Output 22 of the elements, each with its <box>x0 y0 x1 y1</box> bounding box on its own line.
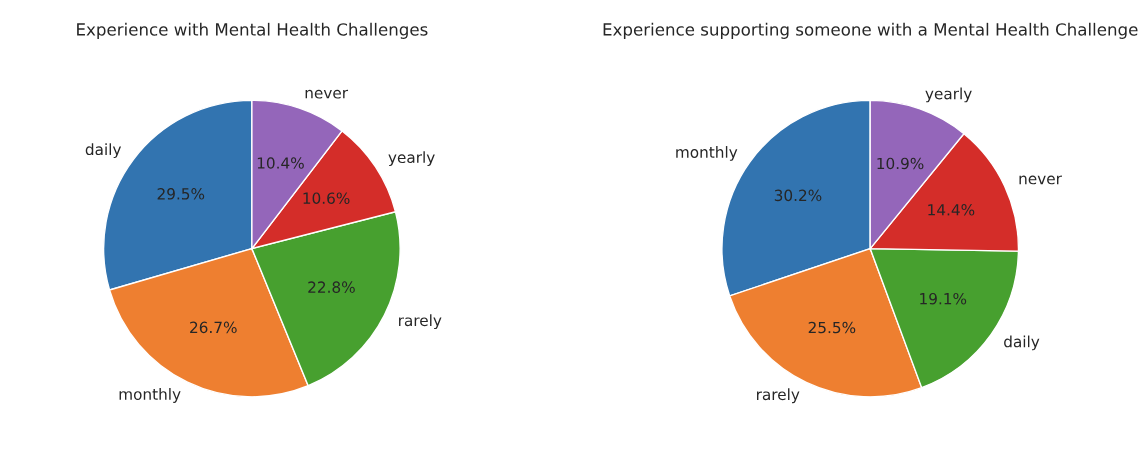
data-label: 30.2% <box>774 189 822 202</box>
slice-label: daily <box>85 143 122 159</box>
slice-label: monthly <box>119 388 181 403</box>
slice-label: yearly <box>388 151 435 167</box>
chart-title: Experience with Mental Health Challenges <box>77 22 428 39</box>
slice-label: yearly <box>925 87 972 103</box>
data-label: 29.5% <box>157 188 205 200</box>
chart-title: Experience supporting someone with a Mental Health Challenge <box>603 22 1138 39</box>
data-label: 10.9% <box>877 157 924 170</box>
slice-label: rarely <box>399 314 442 330</box>
data-label: 26.7% <box>190 321 237 334</box>
data-label: 14.4% <box>928 204 975 216</box>
slice-label: never <box>305 89 349 99</box>
data-label: 25.5% <box>808 321 856 334</box>
slice-label: rarely <box>757 388 800 404</box>
data-label: 10.6% <box>303 192 350 204</box>
data-label: 22.8% <box>308 281 355 293</box>
data-label: 10.4% <box>257 157 304 169</box>
data-label: 19.1% <box>920 292 967 305</box>
slice-label: daily <box>1004 335 1040 351</box>
slice-label: monthly <box>676 146 738 161</box>
slice-label: never <box>1019 175 1062 185</box>
